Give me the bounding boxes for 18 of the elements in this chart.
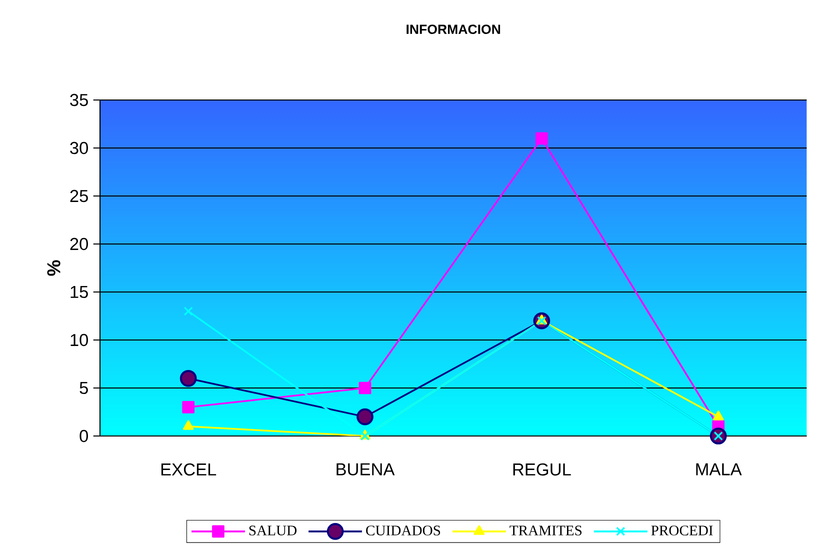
- y-tick-label: 20: [70, 238, 88, 250]
- y-tick-label: 25: [70, 190, 88, 202]
- y-tick-label: 10: [70, 334, 88, 346]
- x-tick-label: BUENA: [336, 463, 395, 476]
- x-tick-label: EXCEL: [161, 463, 216, 476]
- y-axis-title: %: [47, 260, 60, 276]
- legend-label: CUIDADOS: [366, 526, 440, 536]
- y-tick-label: 5: [80, 382, 88, 394]
- x-tick-label: REGUL: [513, 463, 571, 476]
- legend-label: PROCEDI: [651, 526, 713, 536]
- legend-label: TRAMITES: [510, 526, 582, 536]
- chart-title: INFORMACION: [406, 24, 500, 34]
- y-tick-label: 35: [70, 94, 88, 106]
- y-tick-label: 30: [70, 142, 88, 154]
- legend-label: SALUD: [249, 526, 297, 536]
- y-tick-label: 0: [80, 430, 88, 442]
- y-tick-label: 15: [70, 286, 88, 298]
- x-tick-label: MALA: [696, 463, 742, 476]
